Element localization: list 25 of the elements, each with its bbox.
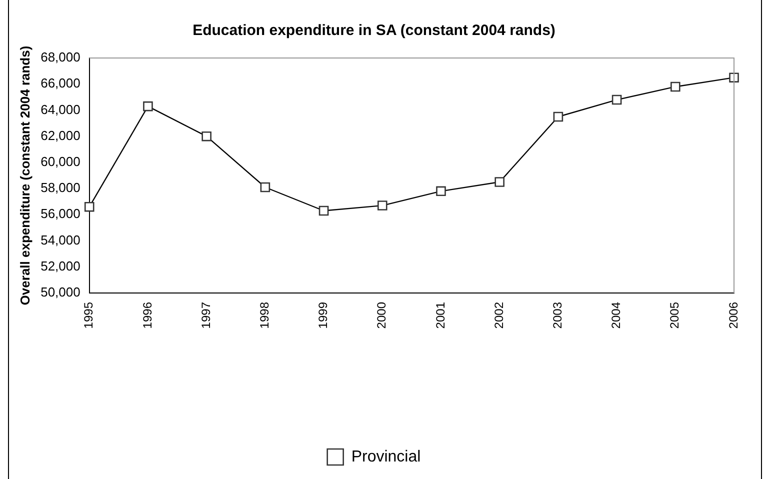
x-tick-label: 2006 xyxy=(726,302,740,329)
x-tick-label: 1998 xyxy=(257,302,272,329)
x-tick-label: 2005 xyxy=(668,302,682,329)
y-tick-label: 54,000 xyxy=(40,232,80,248)
y-tick-label: 66,000 xyxy=(40,76,80,91)
y-tick-label: 56,000 xyxy=(40,206,80,222)
y-tick-label: 58,000 xyxy=(40,180,80,196)
x-tick-label: 1999 xyxy=(316,302,330,329)
x-tick-label: 1996 xyxy=(140,302,154,329)
x-tick-label: 2002 xyxy=(492,302,506,329)
y-tick-label: 50,000 xyxy=(40,284,80,300)
y-tick-label: 64,000 xyxy=(40,102,80,117)
x-tick-label: 2000 xyxy=(374,302,389,329)
y-tick-label: 52,000 xyxy=(40,258,80,274)
y-tick-label: 68,000 xyxy=(40,50,80,65)
x-tick-label: 2004 xyxy=(609,302,624,329)
y-tick-label: 62,000 xyxy=(40,128,80,143)
x-tick-label: 1997 xyxy=(198,302,213,329)
chart-title: Education expenditure in SA (constant 2004 rands) xyxy=(192,22,556,40)
legend-label: Provincial xyxy=(351,448,421,466)
y-tick-label: 60,000 xyxy=(40,154,80,170)
x-tick-label: 1995 xyxy=(82,302,96,329)
y-axis-title: Overall expenditure (constant 2004 rands) xyxy=(17,46,32,306)
x-tick-label: 2001 xyxy=(433,302,448,329)
x-tick-label: 2003 xyxy=(550,302,564,329)
